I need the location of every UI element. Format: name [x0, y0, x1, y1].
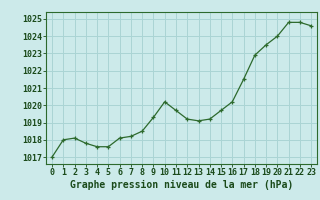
- X-axis label: Graphe pression niveau de la mer (hPa): Graphe pression niveau de la mer (hPa): [70, 180, 293, 190]
